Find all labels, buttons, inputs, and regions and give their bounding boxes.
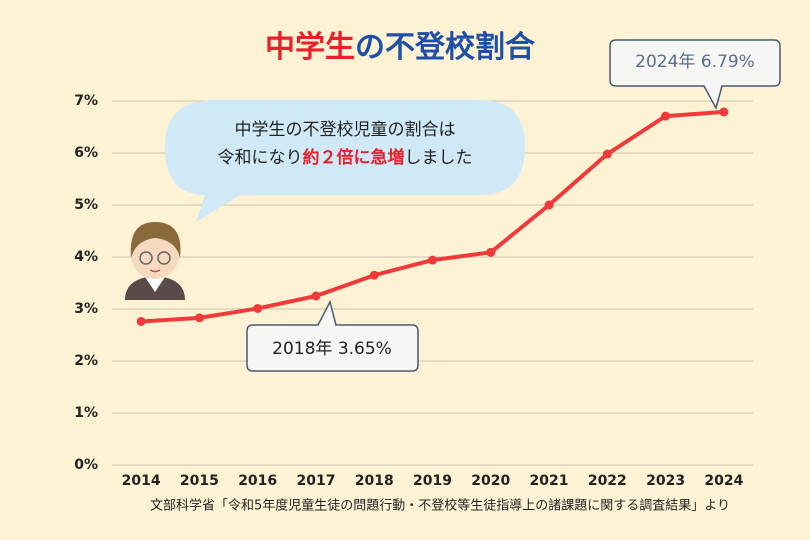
- y-tick-label: 4%: [74, 249, 98, 265]
- x-tick-label: 2014: [122, 473, 161, 489]
- data-point: [311, 291, 321, 301]
- data-point: [486, 247, 496, 257]
- y-tick-label: 6%: [74, 145, 98, 161]
- callout: [609, 39, 781, 110]
- y-tick-label: 2%: [74, 353, 98, 369]
- y-tick-label: 3%: [74, 301, 98, 317]
- speech-bubble: [165, 100, 525, 222]
- bubble-text: 令和になり約２倍に急増しました: [218, 147, 473, 168]
- chart-title: 中学生の不登校割合: [265, 30, 535, 65]
- x-tick-label: 2016: [238, 473, 277, 489]
- x-tick-label: 2018: [355, 473, 394, 489]
- data-point: [194, 313, 204, 323]
- data-point: [661, 111, 671, 121]
- plot: 0% 1% 2% 3% 4% 5% 6% 7% 2014 2015 2016 2017 2018 2019…: [74, 93, 753, 489]
- x-tick-label: 2019: [413, 473, 452, 489]
- x-tick-label: 2023: [646, 473, 685, 489]
- callout-text: 2024年 6.79%: [635, 52, 755, 72]
- person-illustration: [125, 222, 185, 300]
- title-part: 中学生: [265, 30, 355, 65]
- bubble-part: 令和になり: [218, 148, 303, 168]
- x-tick-label: 2021: [530, 473, 569, 489]
- data-point: [136, 316, 146, 326]
- callout-text: 2018年 3.65%: [272, 339, 392, 359]
- x-tick-label: 2022: [588, 473, 627, 489]
- y-tick-label: 7%: [74, 93, 98, 109]
- x-tick-label: 2024: [704, 473, 743, 489]
- x-tick-label: 2020: [471, 473, 510, 489]
- y-tick-label: 0%: [74, 457, 98, 473]
- source-note: 文部科学省「令和5年度児童生徒の問題行動・不登校等生徒指導上の諸課題に関する調査…: [150, 498, 730, 514]
- data-point: [602, 149, 612, 159]
- data-point: [428, 255, 437, 265]
- bubble-highlight: 約２倍に急増: [303, 147, 405, 168]
- title-part: の不登校割合: [355, 30, 535, 65]
- bubble-text: 中学生の不登校児童の割合は: [235, 120, 456, 140]
- x-tick-label: 2015: [180, 473, 219, 489]
- y-tick-label: 5%: [74, 197, 98, 213]
- data-point: [253, 303, 263, 313]
- data-point: [544, 200, 554, 210]
- data-point: [719, 107, 729, 117]
- bubble-part: しました: [405, 148, 473, 168]
- callout: [246, 299, 419, 372]
- x-tick-label: 2017: [296, 473, 335, 489]
- data-point: [369, 270, 379, 280]
- y-tick-label: 1%: [74, 405, 98, 421]
